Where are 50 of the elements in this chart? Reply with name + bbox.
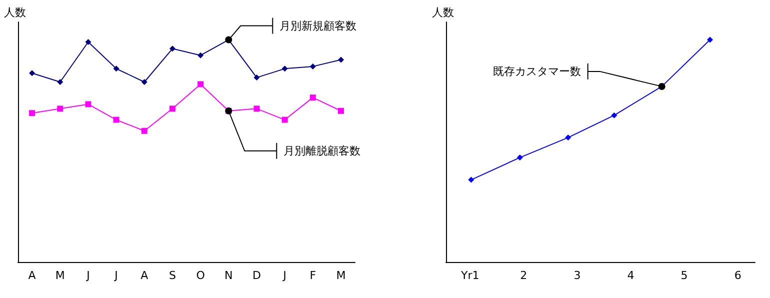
point <box>169 46 176 52</box>
y-axis-title: 人数 <box>4 6 26 19</box>
point <box>169 106 176 112</box>
x-tick-label: 4 <box>627 269 634 282</box>
point <box>57 106 64 112</box>
x-tick-label: 5 <box>680 269 688 282</box>
x-tick-label: S <box>168 269 176 282</box>
x-tick-label: M <box>336 269 346 282</box>
x-tick-label: 6 <box>734 269 742 282</box>
point <box>338 56 344 63</box>
annotation: 月別新規顧客数 <box>280 19 357 32</box>
point <box>113 116 120 123</box>
point <box>198 52 204 58</box>
point <box>57 79 64 85</box>
x-tick-label: D <box>252 269 261 282</box>
point <box>282 66 288 72</box>
x-tick-label: J <box>282 269 286 282</box>
point <box>468 176 474 183</box>
point <box>707 36 714 43</box>
x-tick-label: Yr1 <box>460 269 480 282</box>
x-tick-label: N <box>224 269 233 282</box>
y-axis-title: 人数 <box>432 6 454 19</box>
x-tick-label: J <box>86 269 90 282</box>
point <box>198 81 204 88</box>
point <box>516 154 523 161</box>
x-tick-label: 2 <box>520 269 528 282</box>
point <box>338 108 344 114</box>
x-tick-label: O <box>196 269 206 282</box>
point <box>565 134 572 141</box>
x-tick-label: 3 <box>574 269 581 282</box>
point <box>85 39 92 45</box>
x-tick-label: A <box>140 269 149 282</box>
point <box>254 74 260 81</box>
annotation: 既存カスタマー数 <box>492 64 581 78</box>
point <box>254 106 260 112</box>
x-tick-label: M <box>55 269 65 282</box>
point <box>310 94 316 101</box>
point <box>282 116 288 123</box>
point <box>85 101 92 108</box>
point <box>29 110 36 116</box>
point <box>611 112 618 118</box>
point <box>141 79 148 85</box>
point <box>29 70 36 76</box>
annotation: 月別離脱顧客数 <box>284 144 361 158</box>
x-tick-label: F <box>310 269 316 282</box>
x-tick-label: J <box>114 269 118 282</box>
point <box>310 63 316 70</box>
point <box>113 66 120 72</box>
x-tick-label: A <box>28 269 36 282</box>
point <box>141 128 148 134</box>
